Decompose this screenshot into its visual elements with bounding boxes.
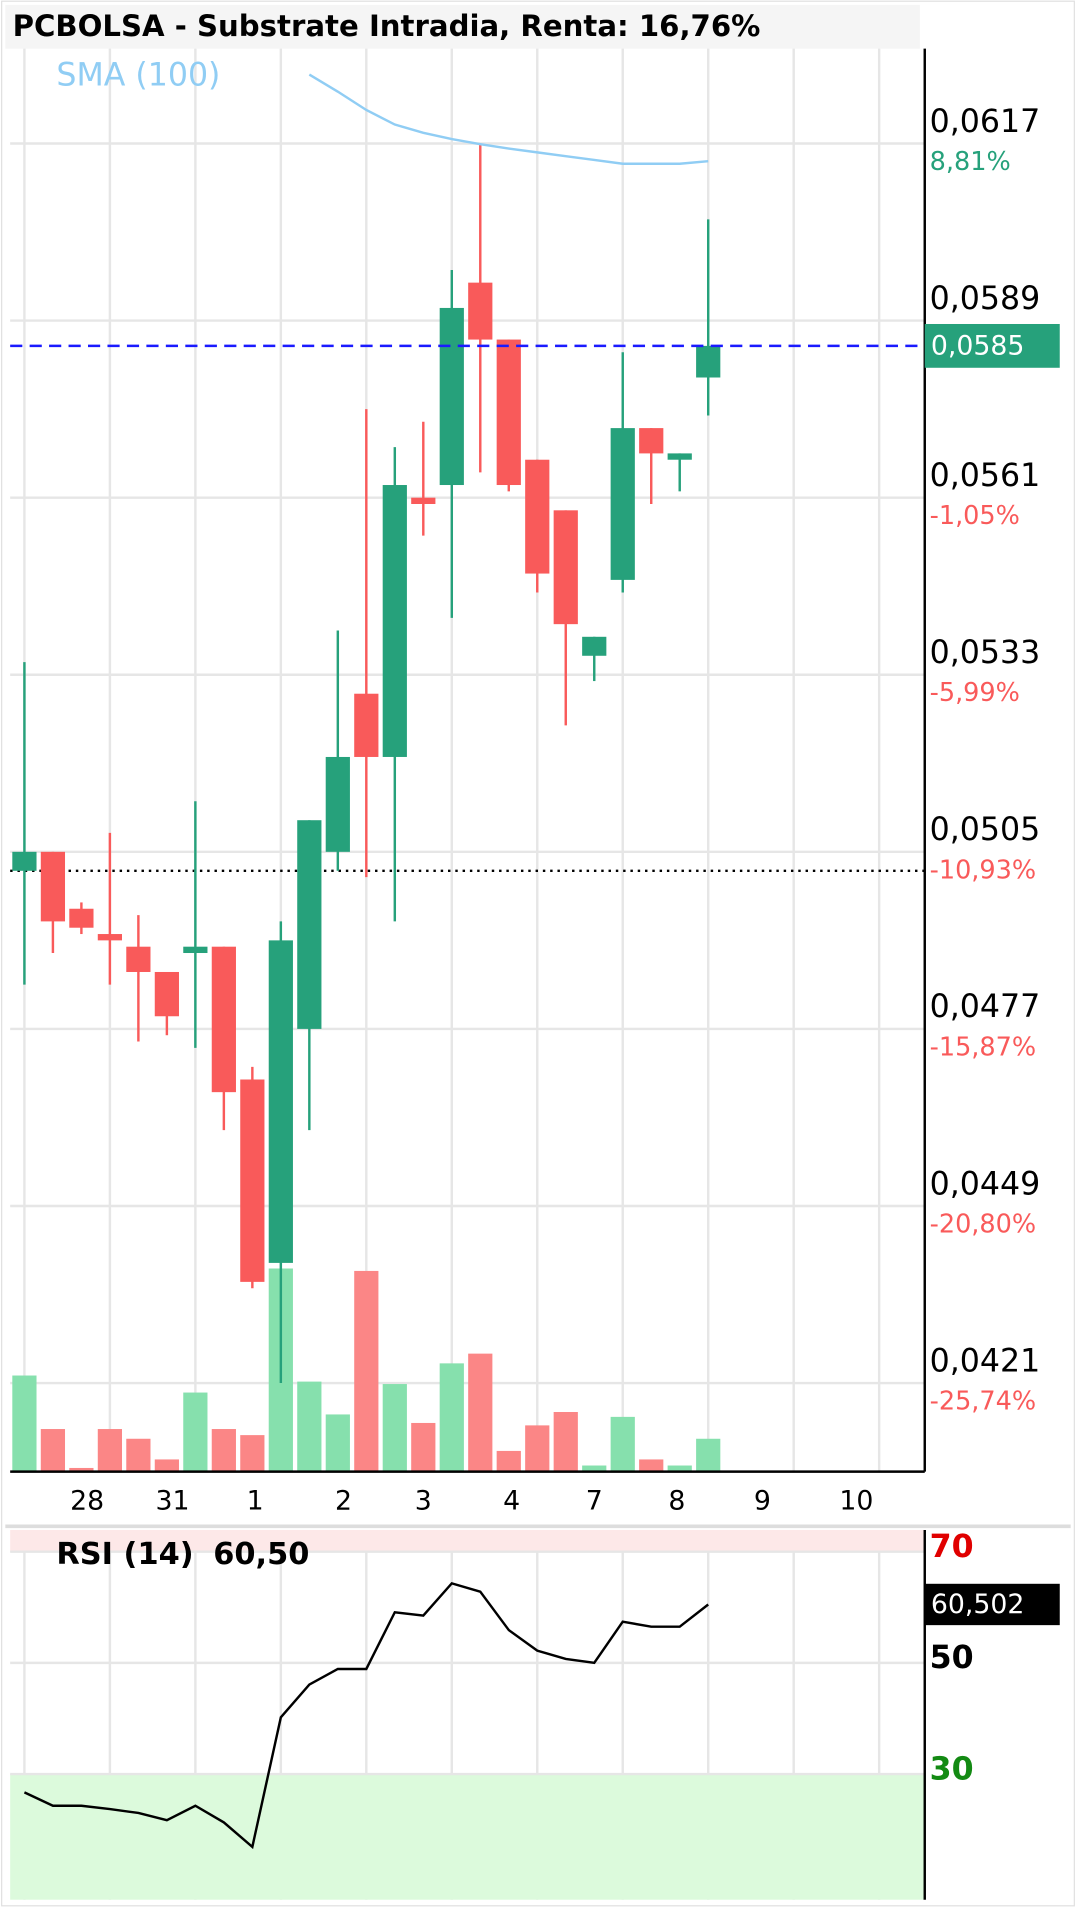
volume-bar <box>553 1412 578 1472</box>
volume-bar <box>639 1459 664 1472</box>
y-tick-pct: -5,99% <box>930 678 1020 708</box>
volume-bar <box>97 1429 122 1472</box>
volume-bar <box>297 1381 322 1472</box>
volume-bar <box>211 1429 236 1472</box>
candle-body <box>439 307 464 486</box>
rsi-value: 60,50 <box>213 1537 309 1572</box>
x-tick-label: 3 <box>415 1486 432 1517</box>
y-tick-pct: -20,80% <box>930 1209 1037 1239</box>
volume-bar <box>496 1450 521 1472</box>
volume-bar <box>154 1459 179 1472</box>
x-tick-label: 10 <box>839 1486 873 1517</box>
candle-body <box>240 1079 265 1282</box>
x-tick-label: 7 <box>586 1486 603 1517</box>
plot <box>10 73 925 1850</box>
candle-body <box>382 485 407 757</box>
candle-body <box>525 459 550 574</box>
volume-bar <box>411 1422 436 1472</box>
x-tick-label: 28 <box>70 1486 104 1517</box>
volume-bar <box>525 1425 550 1472</box>
candle-body <box>40 851 66 922</box>
candle-body <box>12 851 37 871</box>
x-tick-label: 31 <box>156 1486 190 1517</box>
volume-bar <box>382 1384 407 1472</box>
candle-body <box>354 693 379 757</box>
volume-bar <box>183 1392 208 1472</box>
rsi-tick-label: 50 <box>930 1640 974 1676</box>
candle-body <box>411 497 436 504</box>
last-price-box <box>924 323 1060 368</box>
candle-body <box>553 510 578 625</box>
candle-body <box>667 453 692 460</box>
x-tick-label: 9 <box>754 1486 771 1517</box>
y-tick-label: 0,0533 <box>930 635 1041 671</box>
x-tick-label: 8 <box>668 1486 685 1517</box>
candle-body <box>126 946 151 972</box>
volume-bar <box>69 1467 94 1472</box>
y-tick-pct: 8,81% <box>930 147 1011 177</box>
candle-body <box>325 756 350 852</box>
grid <box>10 48 925 1900</box>
y-tick-label: 0,0589 <box>930 281 1041 317</box>
y-tick-pct: -15,87% <box>930 1032 1037 1062</box>
y-tick-label: 0,0505 <box>930 812 1041 848</box>
volume-bar <box>667 1465 692 1472</box>
rsi-overbought-band <box>10 1529 925 1552</box>
last-price-label: 0,0585 <box>931 331 1025 362</box>
candle-body <box>211 946 236 1093</box>
rsi-oversold-band <box>10 1774 925 1900</box>
y-tick-label: 0,0477 <box>930 989 1041 1025</box>
volume-bar <box>439 1363 464 1472</box>
chart-title: PCBOLSA - Substrate Intradia, Renta: 16,… <box>13 9 761 43</box>
y-tick-pct: -25,74% <box>930 1387 1037 1417</box>
volume-bar <box>12 1375 37 1472</box>
volume-bar <box>468 1353 493 1472</box>
y-tick-label: 0,0449 <box>930 1166 1041 1202</box>
candle-body <box>639 428 664 454</box>
y-tick-label: 0,0421 <box>930 1343 1041 1379</box>
volume-bar <box>696 1438 721 1472</box>
volume-bar <box>582 1465 607 1472</box>
candle-body <box>69 908 94 928</box>
volume-bar <box>126 1438 151 1472</box>
candle-body <box>468 282 493 340</box>
volume-bar <box>610 1416 635 1472</box>
candle-body <box>582 636 607 656</box>
candle-body <box>610 428 635 580</box>
volume-bar <box>325 1414 350 1472</box>
candle-body <box>97 934 122 941</box>
x-tick-label: 2 <box>335 1486 352 1517</box>
rsi-tick-label: 70 <box>930 1529 974 1565</box>
x-axis-band <box>5 1474 1071 1526</box>
rsi-label: RSI (14) <box>56 1537 193 1572</box>
y-tick-pct: -1,05% <box>930 501 1020 531</box>
title-bar <box>5 4 920 49</box>
candle-body <box>268 940 293 1263</box>
candle-body <box>496 339 521 486</box>
volume-bar <box>40 1429 66 1472</box>
y-tick-pct: -10,93% <box>930 855 1037 885</box>
sma-legend: SMA (100) <box>56 58 220 94</box>
x-tick-label: 1 <box>247 1486 264 1517</box>
candle-body <box>154 971 179 1017</box>
candle-body <box>297 820 322 1029</box>
y-tick-label: 0,0561 <box>930 458 1041 494</box>
candle-body <box>183 946 208 954</box>
rsi-last-label: 60,502 <box>931 1589 1025 1620</box>
candle-body <box>696 345 721 378</box>
rsi-last-box <box>924 1583 1060 1626</box>
y-tick-label: 0,0617 <box>930 104 1041 140</box>
sma-line <box>308 73 709 165</box>
rsi-tick-label: 30 <box>930 1751 974 1787</box>
volume-bar <box>354 1270 379 1472</box>
x-tick-label: 4 <box>503 1486 520 1517</box>
volume-bar <box>240 1435 265 1472</box>
rsi-line <box>23 1581 709 1850</box>
